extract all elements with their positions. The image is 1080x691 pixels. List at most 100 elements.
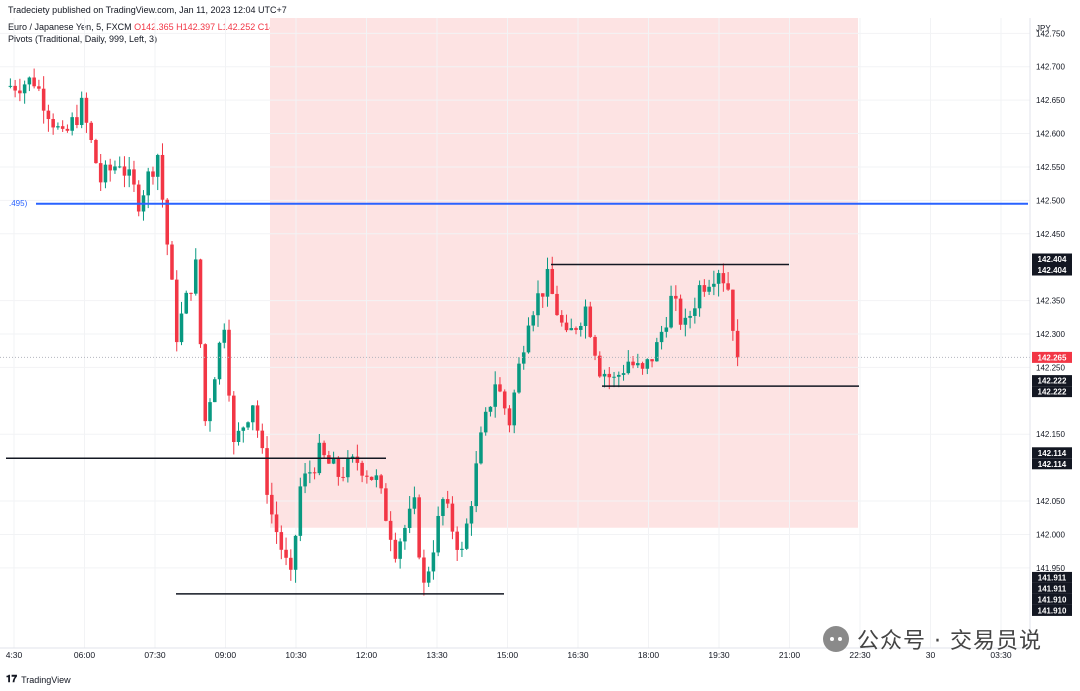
candle [621,364,626,381]
candle-body [184,292,189,314]
candle [403,524,407,550]
candle [602,369,607,388]
candle [441,497,445,526]
candle [640,361,645,375]
candle-body [222,329,227,343]
candle [545,257,550,307]
candle [312,467,317,480]
candle-body [621,373,626,375]
candle [498,377,502,393]
candle [327,450,331,464]
candle [303,463,307,494]
candle [412,486,417,515]
candle [593,334,597,361]
candle-body [540,293,545,297]
candle [460,541,464,557]
candle-body [198,259,203,345]
candle-body [502,391,507,409]
candle [407,496,412,534]
candle [165,198,170,256]
candle-body [8,85,13,87]
ohlc-values: O142.365 H142.397 L142.252 C142.265 -0.1… [134,22,362,32]
price-tick-label: 142.750 [1036,29,1065,38]
price-axis[interactable]: 142.750 142.700 142.650 142.600 142.550 142.5… [1036,29,1065,573]
candle [346,450,350,483]
candle [564,314,569,333]
candle-body [75,117,79,126]
candle-body [193,259,198,294]
candle-body [369,476,374,480]
candle [308,460,312,484]
candle-body [384,488,388,521]
candle [70,112,74,136]
candle [241,426,246,443]
candle [507,405,512,433]
time-axis[interactable]: 4:30 06:00 07:30 09:00 10:30 12:00 13:30 15:00 1… [6,650,1012,660]
candle [174,270,179,352]
tradingview-footer[interactable]: 𝟏𝟕 TradingView [6,674,71,685]
price-tags: 142.404 142.404 142.265 142.222 142.222 142.1… [1032,253,1072,616]
candle-body [650,359,654,362]
candle-body [336,458,341,477]
candle-body [174,279,179,343]
candle [265,436,269,504]
candle [526,317,531,354]
candle-body [265,448,269,495]
candle-body [716,273,721,284]
candle [189,292,193,301]
candle-body [393,539,398,559]
price-tag-bg [1032,447,1072,459]
candle-body [303,473,307,487]
price-tag-label: 141.910 [1038,606,1067,615]
candle [122,156,127,188]
indicator-label[interactable]: Pivots (Traditional, Daily, 999, Left, 3… [8,34,158,44]
candle [89,120,93,143]
candle [702,279,707,297]
candle-body [683,317,688,325]
candle-body [412,497,417,509]
candle-body [212,379,217,403]
time-tick-label: 15:00 [497,650,519,660]
candle-body [498,384,502,392]
candle [617,371,621,388]
candle-body [274,514,279,533]
candle [336,456,341,486]
published-line: Tradeciety published on TradingView.com,… [8,5,287,15]
candle-body [479,432,483,464]
candle-body [612,376,616,378]
candle [18,78,22,102]
candle [379,473,383,494]
candle-body [98,163,103,183]
candle [693,297,697,324]
candle-body [507,408,512,426]
candle-body [388,520,393,540]
price-tick-label: 142.050 [1036,497,1065,506]
price-tick-label: 142.000 [1036,530,1065,539]
candle [217,341,222,385]
candle-body [688,315,692,318]
candle-body [607,373,612,378]
candle [65,124,70,133]
candle [227,319,231,402]
candle [132,160,136,192]
candle-body [51,119,55,128]
candle-body [707,286,711,292]
candle-body [512,392,516,426]
price-tag-label: 142.222 [1038,388,1067,397]
candle [569,318,574,331]
candle-body [379,475,383,489]
candle [436,506,440,557]
price-tag-bg [1032,604,1072,616]
horizontal-lines [6,263,859,595]
time-tick-label: 21:00 [779,650,801,660]
tv-logo-icon: 𝟏𝟕 [6,674,18,685]
price-tick-label: 142.600 [1036,130,1065,139]
candle-body [712,283,716,287]
candle [559,310,564,327]
candle [37,79,41,92]
candle [79,91,84,129]
candle [369,476,374,481]
candle-body [279,532,284,550]
time-tick-label: 16:30 [567,650,589,660]
